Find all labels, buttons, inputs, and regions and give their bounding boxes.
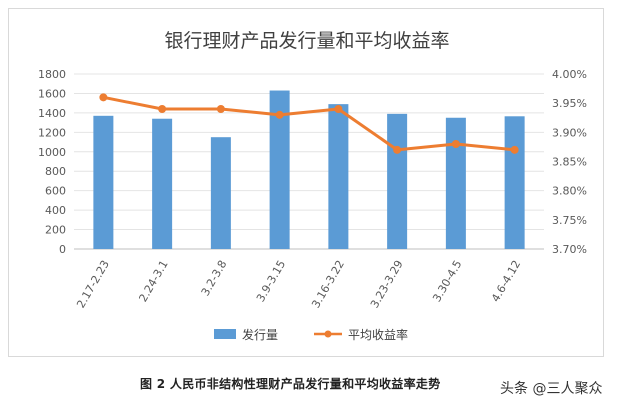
figure-caption: 图 2 人民币非结构性理财产品发行量和平均收益率走势 xyxy=(140,377,441,391)
line-point xyxy=(99,93,108,102)
legend-bar-label: 发行量 xyxy=(242,327,278,342)
bar xyxy=(269,90,290,250)
legend-bar-swatch xyxy=(214,329,236,339)
line-point xyxy=(510,145,519,154)
right-tick-label: 3.70% xyxy=(552,243,587,256)
line-point xyxy=(158,105,167,113)
left-tick-label: 1600 xyxy=(38,87,66,100)
line-point xyxy=(216,105,225,113)
right-tick-label: 3.75% xyxy=(552,214,587,227)
x-tick-label: 3.30-4.5 xyxy=(430,258,464,304)
x-tick-label: 2.24-3.1 xyxy=(136,258,170,304)
chart-frame: 银行理财产品发行量和平均收益率 0 200 400 600 800 1000 1200 140… xyxy=(8,8,604,357)
left-tick-label: 400 xyxy=(45,204,66,217)
x-tick-label: 3.2-3.8 xyxy=(199,258,230,298)
x-tick-label: 2.17-2.23 xyxy=(74,258,112,310)
left-tick-label: 1200 xyxy=(38,126,66,139)
left-tick-label: 200 xyxy=(45,224,66,237)
left-tick-label: 0 xyxy=(59,243,66,256)
line-point xyxy=(393,145,402,154)
watermark: 头条 @三人聚众 xyxy=(500,381,603,397)
bar xyxy=(387,113,408,249)
x-axis: 2.17-2.23 2.24-3.1 3.2-3.8 3.9-3.15 3.16-3.2… xyxy=(74,258,523,310)
chart-title: 银行理财产品发行量和平均收益率 xyxy=(164,30,449,52)
x-tick-label: 3.16-3.22 xyxy=(309,258,347,310)
line-path xyxy=(103,95,515,152)
bar xyxy=(152,118,173,249)
right-tick-label: 4.00% xyxy=(552,68,587,81)
line-point xyxy=(334,105,343,113)
bar xyxy=(445,117,466,249)
legend-line-marker xyxy=(324,330,332,338)
gridlines xyxy=(74,73,544,250)
bar xyxy=(210,137,231,249)
legend: 发行量 平均收益率 xyxy=(214,327,408,342)
left-tick-label: 600 xyxy=(45,185,66,198)
line-point xyxy=(275,110,284,119)
bar-series xyxy=(93,90,525,250)
left-tick-label: 1400 xyxy=(38,107,66,120)
x-tick-label: 3.9-3.15 xyxy=(254,258,288,304)
right-axis: 3.70% 3.75% 3.80% 3.85% 3.90% 3.95% 4.00% xyxy=(552,68,587,256)
combo-chart: 银行理财产品发行量和平均收益率 0 200 400 600 800 1000 1200 140… xyxy=(38,30,587,342)
line-series xyxy=(99,93,519,154)
line-point xyxy=(451,140,460,148)
legend-line-label: 平均收益率 xyxy=(348,327,408,342)
left-axis: 0 200 400 600 800 1000 1200 1400 1600 1800 xyxy=(38,68,66,256)
right-tick-label: 3.80% xyxy=(552,185,587,198)
left-tick-label: 800 xyxy=(45,165,66,178)
bar xyxy=(504,116,525,250)
bar xyxy=(93,115,114,249)
x-tick-label: 4.6-4.12 xyxy=(489,258,523,304)
right-tick-label: 3.95% xyxy=(552,97,587,110)
left-tick-label: 1000 xyxy=(38,146,66,159)
bar xyxy=(328,104,349,249)
left-tick-label: 1800 xyxy=(38,68,66,81)
x-tick-label: 3.23-3.29 xyxy=(368,258,406,310)
right-tick-label: 3.90% xyxy=(552,126,587,139)
right-tick-label: 3.85% xyxy=(552,156,587,169)
